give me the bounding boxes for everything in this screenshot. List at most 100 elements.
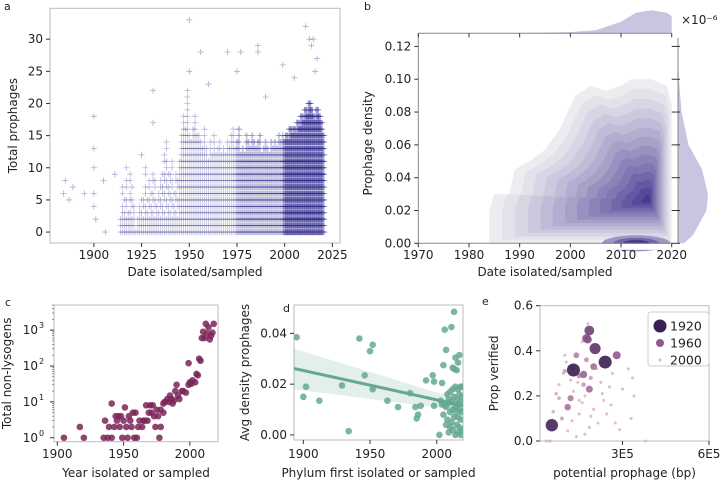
data-point: [116, 423, 123, 431]
panel-label: d: [283, 302, 290, 315]
data-point: [146, 229, 153, 236]
data-point: [570, 419, 574, 423]
data-point: [441, 326, 449, 333]
data-point: [266, 222, 273, 229]
data-point: [90, 113, 97, 120]
data-point: [245, 229, 252, 236]
data-point: [321, 145, 328, 152]
data-point: [228, 216, 235, 223]
data-point: [148, 222, 155, 229]
data-point: [218, 151, 225, 158]
data-point: [458, 383, 463, 391]
data-point: [260, 177, 267, 184]
data-point: [246, 190, 253, 197]
data-point: [180, 203, 187, 210]
data-point: [316, 397, 323, 404]
data-point: [573, 352, 580, 359]
data-point: [216, 216, 223, 223]
data-point: [252, 190, 259, 197]
data-point: [237, 164, 244, 171]
data-point: [228, 203, 235, 210]
data-point: [192, 119, 198, 126]
data-point: [268, 209, 275, 216]
data-point: [248, 177, 255, 184]
data-point: [171, 229, 178, 236]
data-point: [252, 196, 259, 203]
data-point: [356, 335, 363, 342]
data-point: [220, 184, 227, 191]
data-point: [588, 375, 593, 380]
data-point: [246, 216, 253, 223]
data-point: [271, 209, 278, 216]
data-point: [216, 151, 223, 158]
data-point: [261, 203, 268, 210]
data-point: [174, 216, 181, 223]
data-point: [244, 158, 251, 165]
data-point: [250, 158, 257, 165]
data-point: [193, 190, 200, 197]
data-point: [209, 222, 216, 229]
data-point: [216, 229, 223, 236]
data-point: [246, 209, 253, 216]
data-point: [140, 222, 147, 229]
data-point: [240, 196, 247, 203]
data-point: [238, 151, 245, 158]
data-point: [300, 393, 307, 401]
data-point: [259, 203, 266, 210]
data-point: [176, 229, 183, 236]
data-point: [130, 203, 137, 210]
data-point: [268, 158, 275, 165]
data-point: [138, 423, 146, 431]
data-point: [234, 216, 241, 223]
data-point: [230, 158, 237, 165]
data-point: [321, 229, 328, 236]
data-point: [446, 424, 454, 431]
data-point: [119, 203, 126, 210]
data-point: [256, 216, 263, 223]
data-point: [270, 177, 277, 184]
data-point: [165, 222, 172, 229]
data-point: [138, 209, 145, 216]
y-tick-label: 0.04: [260, 326, 287, 340]
data-point: [243, 190, 250, 197]
data-point: [214, 209, 221, 216]
data-point: [610, 371, 614, 375]
data-point: [453, 366, 461, 374]
x-tick-label: 6E5: [698, 447, 720, 461]
data-point: [218, 229, 225, 236]
data-point: [321, 177, 328, 184]
data-point: [178, 190, 185, 197]
data-point: [321, 209, 328, 216]
data-point: [257, 177, 264, 184]
data-point: [264, 151, 271, 158]
data-point: [262, 145, 269, 152]
data-point: [205, 229, 212, 236]
data-point: [267, 222, 274, 229]
data-point: [255, 209, 262, 216]
data-point: [274, 171, 281, 178]
data-point: [270, 164, 277, 171]
data-point: [269, 184, 276, 191]
data-point: [317, 113, 324, 120]
data-point: [172, 229, 179, 236]
data-point: [220, 151, 227, 158]
data-point: [264, 171, 271, 178]
data-point: [242, 158, 249, 165]
data-point: [269, 145, 276, 152]
data-point: [218, 177, 225, 184]
data-point: [190, 222, 197, 229]
data-point: [268, 203, 275, 210]
data-point: [161, 209, 168, 216]
data-point: [121, 196, 128, 203]
data-point: [272, 177, 279, 184]
data-point: [150, 216, 157, 223]
data-point: [129, 184, 136, 191]
data-point: [165, 184, 172, 191]
data-point: [230, 126, 237, 133]
data-point: [138, 216, 145, 223]
data-point: [251, 139, 258, 146]
data-point: [127, 177, 134, 184]
data-point: [192, 132, 198, 139]
data-point: [259, 158, 266, 165]
data-point: [180, 229, 187, 236]
